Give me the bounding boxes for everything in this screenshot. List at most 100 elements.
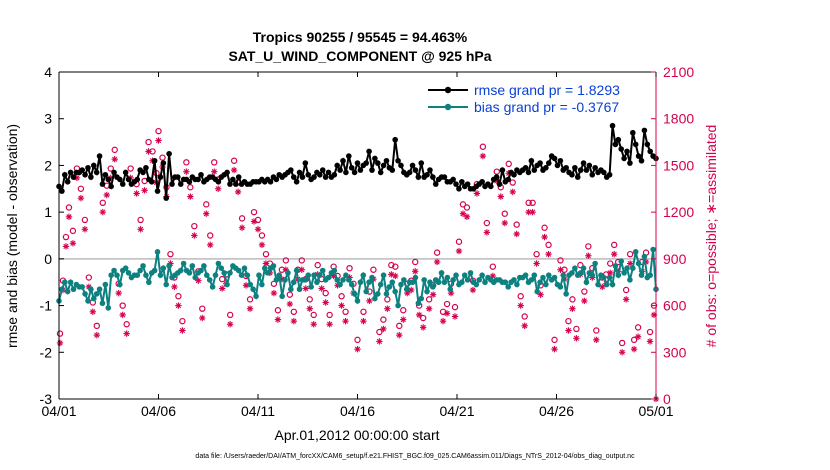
bias-point [603,281,610,288]
bias-point [221,270,227,276]
rmse-point [615,136,622,143]
obs-possible-point [111,146,118,154]
rmse-point [406,169,413,176]
obs-possible-point [191,222,198,230]
obs-assimilated-point [230,166,238,174]
obs-possible-point [262,250,270,258]
obs-assimilated-point [593,336,600,344]
obs-assimilated-point [443,310,451,317]
rmse-point [369,167,375,173]
obs-assimilated-point [73,174,81,182]
obs-assimilated-point [463,213,471,221]
bias-point [435,279,442,286]
x-tick-label: 04/21 [439,403,474,419]
obs-assimilated-point [93,331,101,339]
rmse-point [122,169,129,176]
bias-point [424,288,430,295]
obs-assimilated-markers [56,137,660,403]
rmse-point [415,174,422,180]
rmse-point [557,157,564,164]
obs-assimilated-point [451,313,459,320]
obs-possible-point [483,219,491,227]
bias-point [351,291,358,297]
bias-point [459,279,465,286]
obs-assimilated-point [187,193,194,200]
obs-assimilated-point [408,286,415,294]
obs-possible-point [630,336,638,344]
rmse-point [583,167,590,173]
bias-point [305,272,312,279]
bias-point [337,281,343,288]
obs-assimilated-point [459,210,467,217]
bias-point [632,249,639,255]
obs-assimilated-point [384,305,391,312]
obs-possible-point [145,138,152,146]
obs-possible-point [581,288,588,295]
obs-assimilated-point [318,285,325,292]
rmse-point [586,162,593,169]
bias-point [534,288,540,295]
rmse-point [157,174,164,180]
obs-possible-point [346,265,353,272]
bias-point [372,295,378,302]
obs-possible-point [569,296,576,303]
obs-possible-point [250,208,258,216]
y-left-tick-labels: -3 -2 -1 0 1 2 3 4 [40,64,53,407]
obs-assimilated-point [250,218,258,225]
rmse-point [459,178,465,185]
obs-possible-point [322,289,329,297]
rmse-point [175,174,181,180]
x-tick-label: 04/11 [241,403,275,419]
rmse-point [366,148,372,155]
bias-point [157,272,164,279]
bias-point [206,277,213,283]
obs-possible-point [123,321,130,328]
obs-assimilated-point [455,247,463,255]
bias-point [244,272,251,279]
obs-assimilated-point [634,333,642,340]
bias-point [444,274,451,281]
bias-point [464,277,471,283]
obs-possible-point [81,216,89,224]
bias-point [380,272,387,279]
legend-bias-label: bias grand pr = -0.3767 [474,99,619,115]
bias-point [583,279,590,286]
obs-assimilated-point [412,268,419,275]
y-right-tick-label: 1200 [663,204,694,220]
obs-assimilated-point [258,241,266,249]
rmse-point [409,162,416,169]
obs-possible-point [573,325,580,333]
rmse-point [450,176,456,183]
bias-point [325,274,332,281]
obs-possible-point [119,302,126,309]
rmse-point [601,169,607,176]
bias-point [90,295,97,302]
bias-point [398,281,404,288]
bias-point [363,288,369,295]
rmse-point [334,162,341,169]
bias-point [473,281,480,288]
obs-assimilated-point [626,260,634,267]
rmse-point [177,181,184,187]
bias-point [447,286,454,293]
bias-point [615,272,622,279]
bias-point [264,270,271,276]
bias-point [317,272,323,279]
bias-point [557,284,564,290]
obs-assimilated-point [338,302,345,309]
obs-assimilated-point [419,324,427,331]
rmse-point [537,160,543,166]
rmse-point [288,167,294,173]
x-tick-label: 05/01 [638,403,673,419]
obs-possible-point [593,327,600,334]
obs-assimilated-point [509,188,516,196]
y-right-tick-label: 2100 [663,64,694,80]
rmse-point [635,153,642,159]
obs-assimilated-point [207,241,214,249]
x-tick-labels: 04/01 04/06 04/11 04/16 04/21 04/26 05/01 [41,403,673,419]
y-right-tick-label: 1500 [663,157,694,173]
bias-point [563,291,569,297]
bias-point [641,253,648,260]
bias-point [572,265,578,272]
rmse-series [56,122,659,201]
